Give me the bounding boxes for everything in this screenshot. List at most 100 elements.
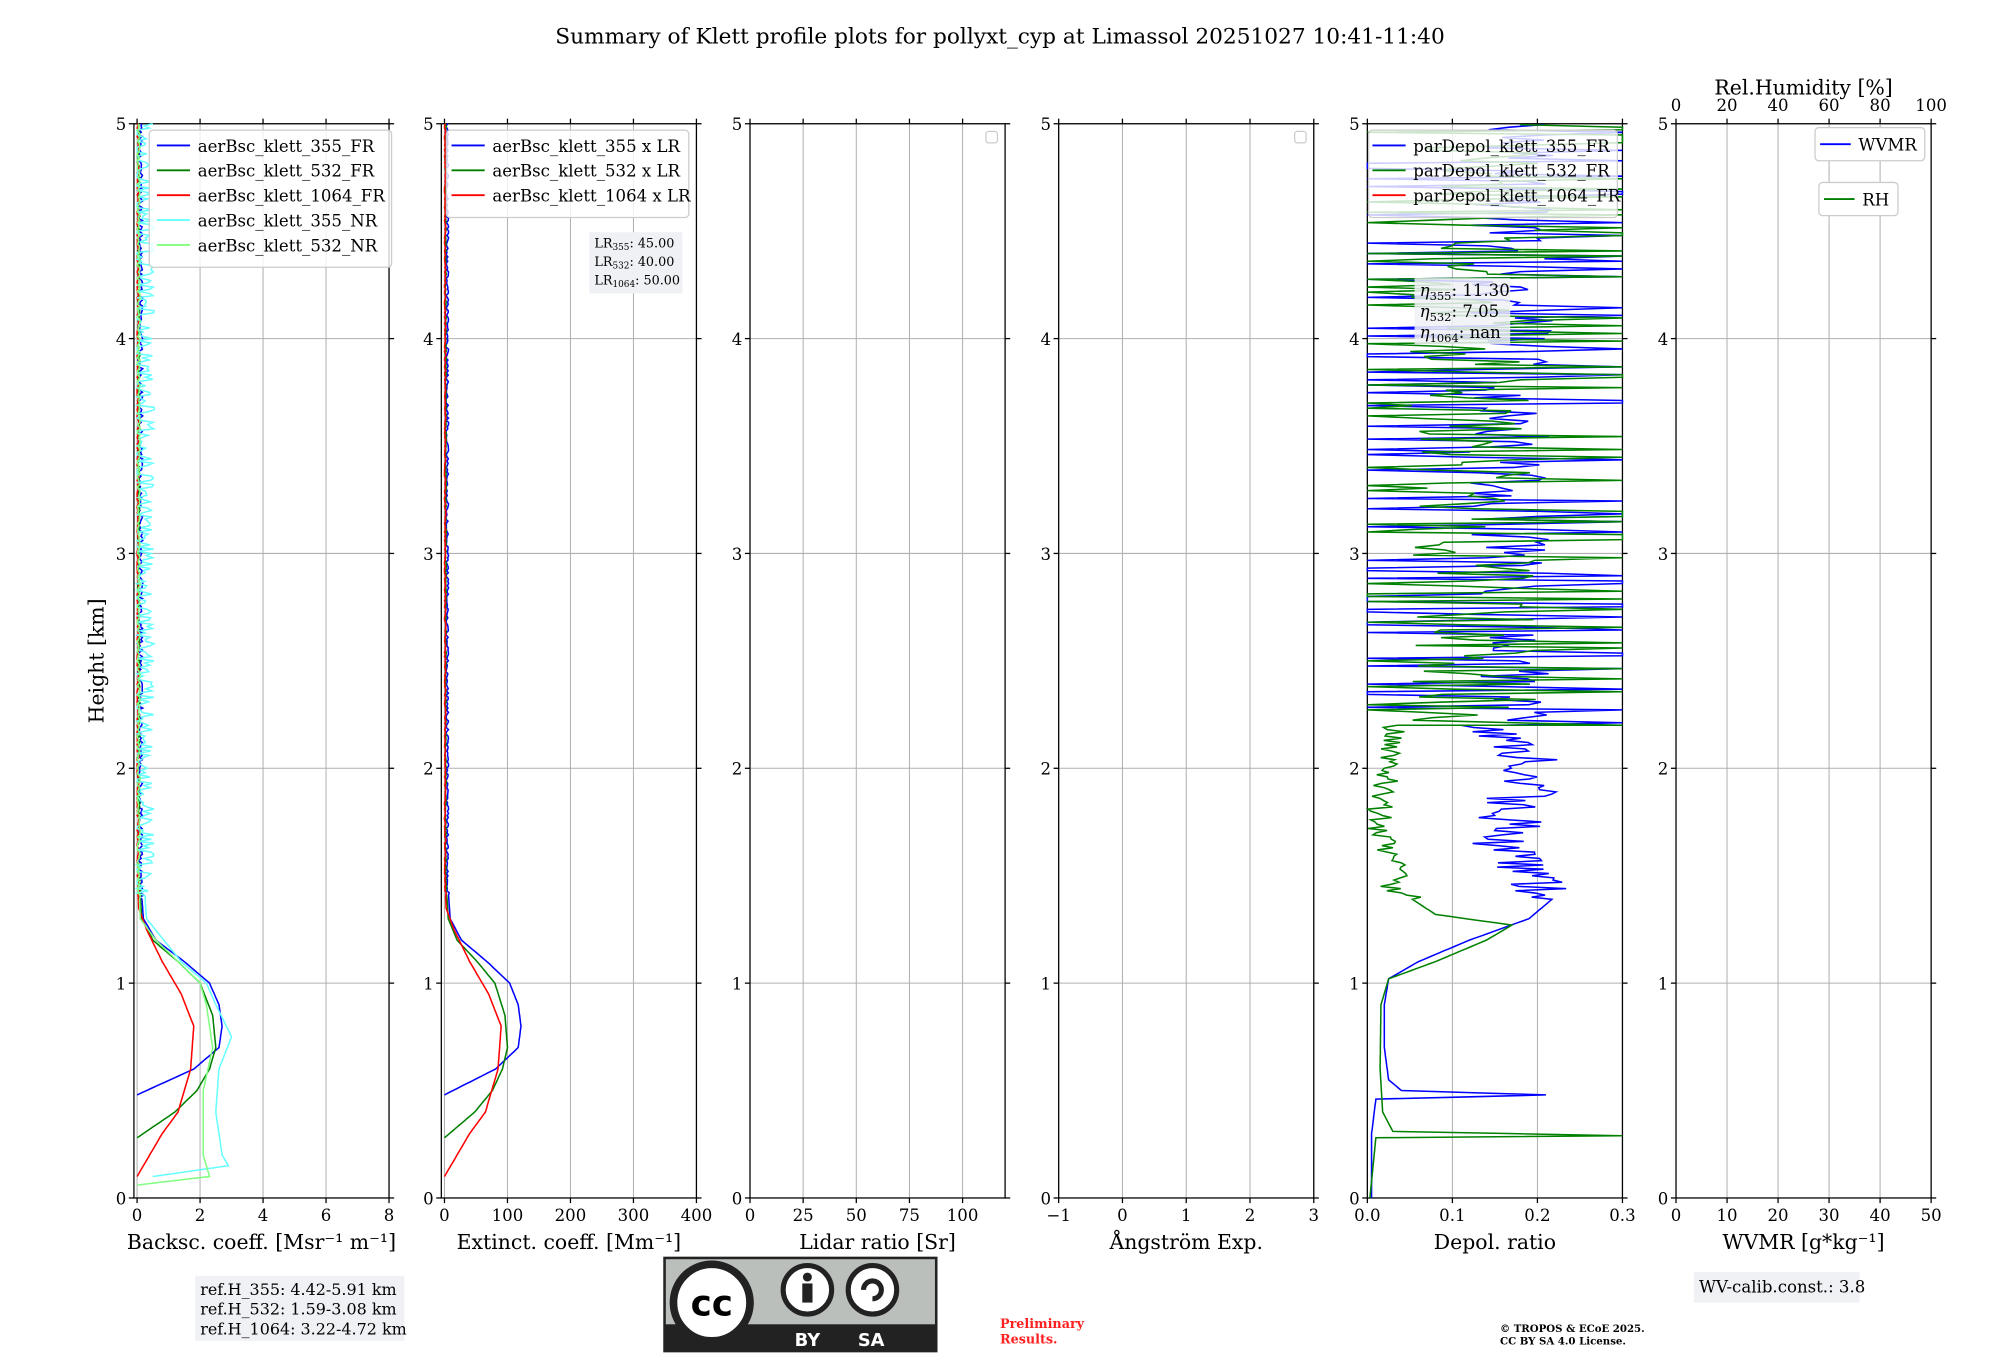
series-line-aerBsc_klett_532 x LR: [444, 123, 509, 1139]
y-tick-label: 5: [1040, 115, 1051, 134]
lr-value: 50.00: [643, 274, 680, 289]
svg-text:BY: BY: [795, 1330, 822, 1351]
empty-legend-box: [985, 130, 999, 144]
y-tick-label: 4: [1658, 330, 1669, 349]
lr-value: 45.00: [638, 237, 675, 252]
y-tick-label: 3: [1040, 545, 1051, 564]
lidar-ratio-box: [589, 232, 683, 294]
ref-height-text: ref.H_532: 1.59-3.08 km: [200, 1300, 396, 1319]
series-line-aerBsc_klett_1064 x LR: [443, 123, 502, 1177]
lr-colon: :: [635, 274, 643, 289]
figure-title: Summary of Klett profile plots for polly…: [555, 24, 1444, 49]
ref-height-text: ref.H_1064: 3.22-4.72 km: [200, 1319, 406, 1338]
series-line-aerBsc_klett_532_NR: [135, 123, 214, 1186]
y-tick-label: 4: [116, 330, 127, 349]
y-tick-label: 5: [116, 115, 127, 134]
y-tick-label: 1: [1349, 975, 1360, 994]
y-tick-label: 0: [1040, 1189, 1051, 1208]
x-tick-label: 6: [321, 1206, 332, 1225]
x-tick-label: 10: [1716, 1206, 1737, 1225]
panel-1: 0 2 4 6 8 0 1 2 3 4 5 Backsc. coeff. [Msr⁻¹ m⁻¹] Hei…: [84, 115, 407, 1341]
x-tick-label: 0.1: [1439, 1206, 1465, 1225]
eta-value: 7.05: [1462, 302, 1499, 321]
legend-label: aerBsc_klett_532_FR: [198, 162, 375, 181]
y-tick-label: 4: [1040, 330, 1051, 349]
x-tick-label: 1: [1181, 1206, 1192, 1225]
eta-text: η532: 7.05: [1420, 302, 1500, 324]
x-tick-label: 0: [132, 1206, 143, 1225]
y-tick-label: 4: [423, 330, 434, 349]
x-tick-label: 25: [793, 1206, 814, 1225]
eta-symbol: η: [1420, 302, 1430, 321]
x-tick-label: 200: [555, 1206, 587, 1225]
svg-text:SA: SA: [858, 1330, 885, 1351]
plot-frame: [1675, 123, 1932, 1199]
y-tick-label: 2: [1349, 760, 1360, 779]
y-tick-label: 2: [423, 760, 434, 779]
lidar-ratio-text: LR532: 40.00: [594, 255, 674, 272]
legend-label: aerBsc_klett_355_FR: [198, 137, 375, 156]
legend-label: aerBsc_klett_355 x LR: [492, 137, 680, 156]
x-axis-label: Ångström Exp.: [1109, 1229, 1263, 1254]
legend-label: parDepol_klett_532_FR: [1413, 162, 1610, 181]
x-tick-label: 0.2: [1524, 1206, 1550, 1225]
legend-box: [148, 129, 393, 268]
eta-text: η355: 11.30: [1420, 281, 1510, 303]
y-tick-label: 1: [423, 975, 434, 994]
y-tick-label: 5: [1349, 115, 1360, 134]
lidar-ratio-text: LR355: 45.00: [594, 237, 674, 254]
y-tick-label: 3: [1349, 545, 1360, 564]
license-note: CC BY SA 4.0 License.: [1500, 1336, 1626, 1348]
eta-box: [1414, 278, 1511, 345]
x-tick-label: 0: [745, 1206, 756, 1225]
lr-sub: 355: [612, 243, 629, 253]
ref-height-box: [195, 1275, 405, 1341]
y-tick-label: 0: [116, 1189, 127, 1208]
top-x-tick-label: 40: [1768, 96, 1789, 115]
eta-sub: 355: [1430, 289, 1452, 303]
series-line-aerBsc_klett_355_FR: [135, 123, 223, 1096]
eta-value: 11.30: [1462, 281, 1509, 300]
eta-sub: 532: [1430, 310, 1452, 324]
x-tick-label: 4: [258, 1206, 269, 1225]
lr-value: 40.00: [638, 255, 675, 270]
x-tick-label: 0: [439, 1206, 450, 1225]
y-tick-label: 0: [732, 1189, 743, 1208]
x-tick-label: 40: [1870, 1206, 1891, 1225]
eta-value: nan: [1470, 323, 1502, 342]
y-tick-label: 0: [1349, 1189, 1360, 1208]
legend-box: [445, 129, 690, 219]
x-tick-label: 3: [1308, 1206, 1319, 1225]
x-tick-label: 0.0: [1354, 1206, 1380, 1225]
y-tick-label: 1: [1658, 975, 1669, 994]
x-axis-label: Lidar ratio [Sr]: [799, 1230, 956, 1254]
legend-label: aerBsc_klett_355_NR: [198, 211, 378, 230]
svg-text:cc: cc: [691, 1283, 733, 1324]
eta-text: η1064: nan: [1420, 323, 1502, 345]
legend-label: aerBsc_klett_1064 x LR: [492, 187, 691, 206]
y-axis-label: Height [km]: [84, 598, 108, 723]
y-tick-label: 2: [1040, 760, 1051, 779]
plot-frame: [133, 123, 390, 1199]
preliminary-note: Preliminary: [1000, 1317, 1085, 1332]
x-tick-label: 400: [681, 1206, 713, 1225]
eta-symbol: η: [1420, 323, 1430, 342]
y-tick-label: 3: [423, 545, 434, 564]
x-tick-label: 300: [618, 1206, 650, 1225]
top-x-tick-label: 80: [1870, 96, 1891, 115]
legend-label: RH: [1862, 190, 1889, 209]
legend-label: parDepol_klett_1064_FR: [1413, 187, 1620, 206]
eta-colon: :: [1451, 281, 1462, 300]
y-tick-label: 2: [1658, 760, 1669, 779]
plot-frame: [440, 123, 698, 1199]
x-axis-label: Depol. ratio: [1434, 1230, 1556, 1254]
y-tick-label: 1: [116, 975, 127, 994]
y-tick-label: 3: [1658, 545, 1669, 564]
x-tick-label: 100: [947, 1206, 979, 1225]
lr-colon: :: [629, 255, 637, 270]
legend-label: WVMR: [1858, 136, 1917, 155]
y-tick-label: 5: [732, 115, 743, 134]
x-tick-label: −1: [1046, 1206, 1070, 1225]
top-x-tick-label: 100: [1915, 96, 1947, 115]
